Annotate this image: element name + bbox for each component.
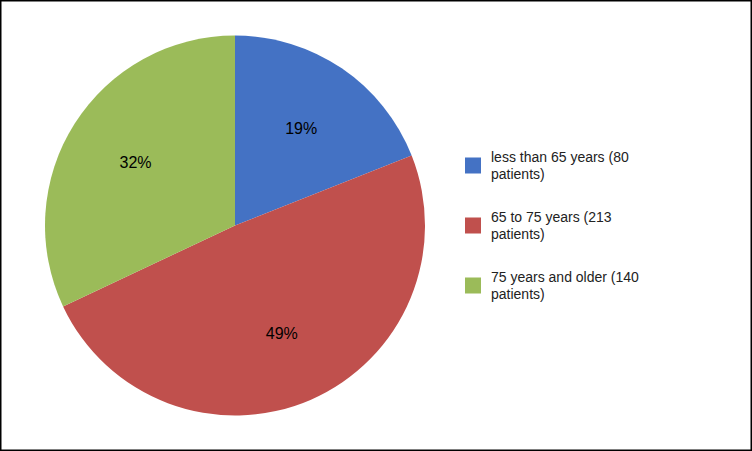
legend-label: 65 to 75 years (213patients) [491, 209, 612, 242]
legend-label-line: 65 to 75 years (213 [491, 209, 612, 225]
border [1, 1, 752, 451]
legend-item: 75 years and older (140patients) [465, 269, 639, 302]
data-label: 32% [120, 154, 152, 171]
slice [45, 36, 235, 307]
legend-swatch [465, 218, 481, 234]
legend-swatch [465, 158, 481, 174]
data-labels: 19% 49% 32% [120, 120, 318, 343]
legend-label: less than 65 years (80patients) [491, 149, 629, 182]
legend-label: 75 years and older (140patients) [491, 269, 639, 302]
chart: 19%49%32%less than 65 years (80patients)… [0, 0, 752, 451]
legend-label-line: patients) [491, 166, 545, 182]
legend-label-line: 75 years and older (140 [491, 269, 639, 285]
legend-label-line: patients) [491, 286, 545, 302]
data-label: 49% [266, 325, 298, 342]
pie [45, 36, 425, 416]
legend-swatch [465, 278, 481, 294]
data-label: 19% [285, 120, 317, 137]
legend: less than 65 years (80patients)65 to 75 … [465, 149, 639, 302]
legend-label-line: patients) [491, 226, 545, 242]
legend-item: less than 65 years (80patients) [465, 149, 629, 182]
legend-label-line: less than 65 years (80 [491, 149, 629, 165]
legend-item: 65 to 75 years (213patients) [465, 209, 612, 242]
